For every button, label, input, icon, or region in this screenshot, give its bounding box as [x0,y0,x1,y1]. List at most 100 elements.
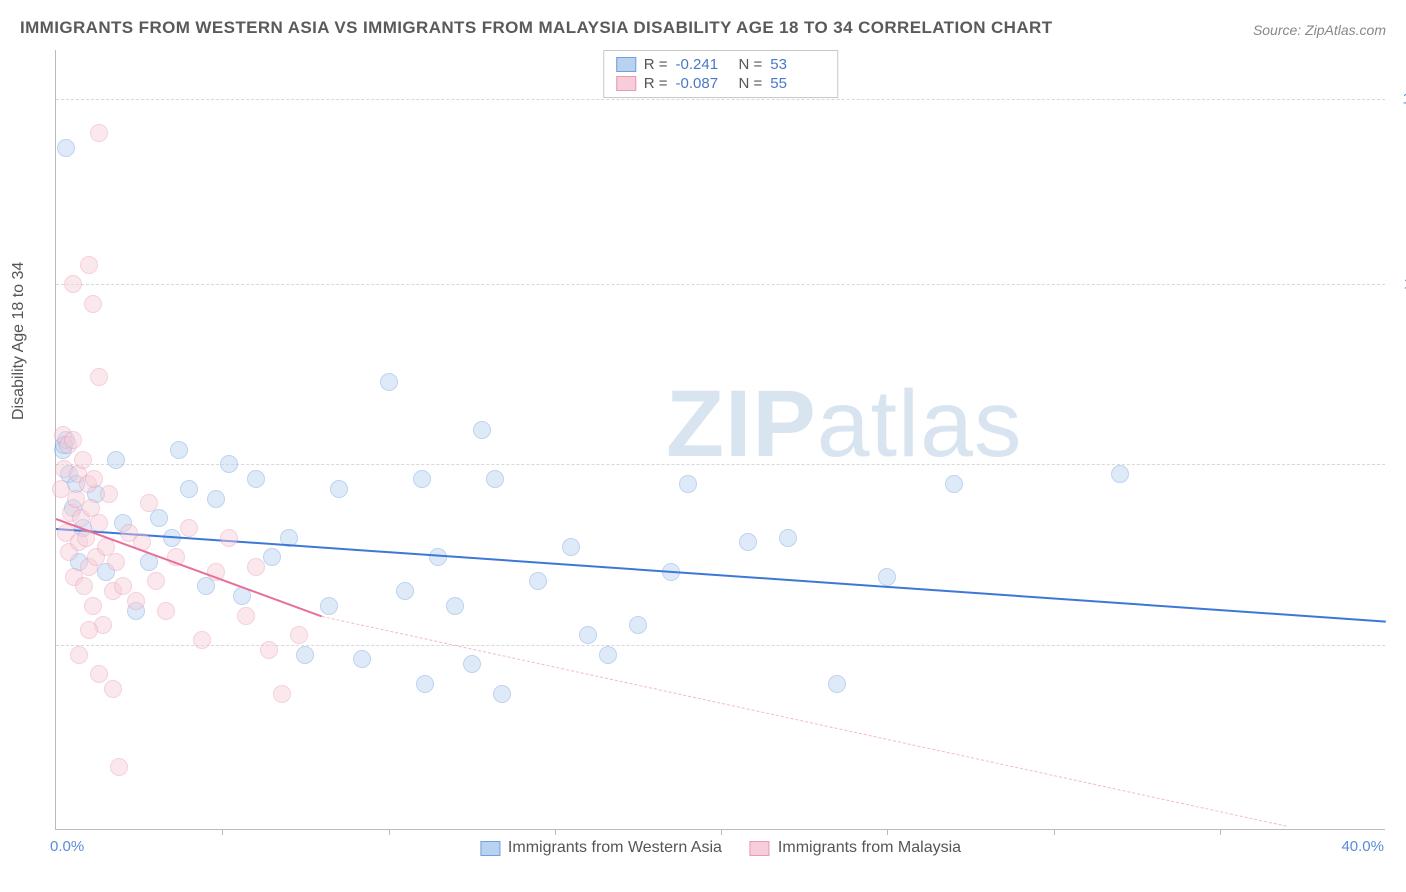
data-point [90,368,108,386]
x-tick [721,829,722,835]
legend-swatch [480,841,500,856]
data-point [180,519,198,537]
data-point [273,685,291,703]
data-point [296,646,314,664]
data-point [207,490,225,508]
stat-n-value: 55 [770,75,825,92]
data-point [75,577,93,595]
data-point [562,538,580,556]
data-point [80,621,98,639]
stat-r-label: R = [644,56,668,73]
data-point [463,655,481,673]
data-point [193,631,211,649]
data-point [84,597,102,615]
stat-n-label: N = [739,56,763,73]
data-point [629,616,647,634]
trend-line [322,616,1286,827]
data-point [220,529,238,547]
watermark-bold: ZIP [666,371,817,477]
data-point [396,582,414,600]
data-point [679,475,697,493]
stat-r-label: R = [644,75,668,92]
data-point [180,480,198,498]
data-point [147,572,165,590]
data-point [104,680,122,698]
data-point [90,124,108,142]
data-point [84,295,102,313]
data-point [529,572,547,590]
data-point [90,514,108,532]
data-point [353,650,371,668]
legend-swatch [616,57,636,72]
scatter-plot-area: ZIPatlas R = -0.241 N = 53 R = -0.087 N = 5… [55,50,1385,830]
data-point [100,485,118,503]
stats-row: R = -0.087 N = 55 [616,74,826,93]
source-attribution: Source: ZipAtlas.com [1253,22,1386,38]
x-tick [887,829,888,835]
data-point [237,607,255,625]
data-point [260,641,278,659]
data-point [114,577,132,595]
x-axis-min-label: 0.0% [50,838,84,855]
data-point [493,685,511,703]
data-point [945,475,963,493]
data-point [170,441,188,459]
data-point [70,646,88,664]
stat-n-value: 53 [770,56,825,73]
series-legend: Immigrants from Western Asia Immigrants f… [480,839,961,857]
data-point [85,470,103,488]
data-point [473,421,491,439]
data-point [1111,465,1129,483]
legend-label: Immigrants from Malaysia [778,839,961,857]
data-point [413,470,431,488]
data-point [320,597,338,615]
data-point [247,558,265,576]
stat-r-value: -0.087 [676,75,731,92]
data-point [779,529,797,547]
watermark-text: ZIPatlas [666,370,1022,479]
data-point [579,626,597,644]
gridline [56,645,1385,646]
correlation-stats-legend: R = -0.241 N = 53 R = -0.087 N = 55 [603,50,839,98]
legend-label: Immigrants from Western Asia [508,839,722,857]
data-point [380,373,398,391]
data-point [110,758,128,776]
x-tick [1054,829,1055,835]
chart-title: IMMIGRANTS FROM WESTERN ASIA VS IMMIGRAN… [20,18,1052,38]
data-point [127,592,145,610]
data-point [416,675,434,693]
data-point [90,665,108,683]
data-point [140,494,158,512]
data-point [107,553,125,571]
data-point [739,533,757,551]
data-point [599,646,617,664]
data-point [57,139,75,157]
x-tick [389,829,390,835]
data-point [446,597,464,615]
stats-row: R = -0.241 N = 53 [616,55,826,74]
data-point [150,509,168,527]
gridline [56,284,1385,285]
data-point [486,470,504,488]
x-axis-max-label: 40.0% [1341,838,1384,855]
x-tick [555,829,556,835]
data-point [64,431,82,449]
y-axis-label: Disability Age 18 to 34 [10,262,28,420]
data-point [247,470,265,488]
legend-swatch [750,841,770,856]
data-point [263,548,281,566]
data-point [80,256,98,274]
stat-r-value: -0.241 [676,56,731,73]
data-point [220,455,238,473]
gridline [56,99,1385,100]
watermark-light: atlas [817,371,1023,477]
x-tick [1220,829,1221,835]
data-point [64,275,82,293]
data-point [157,602,175,620]
data-point [330,480,348,498]
data-point [107,451,125,469]
gridline [56,464,1385,465]
legend-item: Immigrants from Malaysia [750,839,961,857]
stat-n-label: N = [739,75,763,92]
y-tick-label: 15.0% [1402,90,1406,107]
